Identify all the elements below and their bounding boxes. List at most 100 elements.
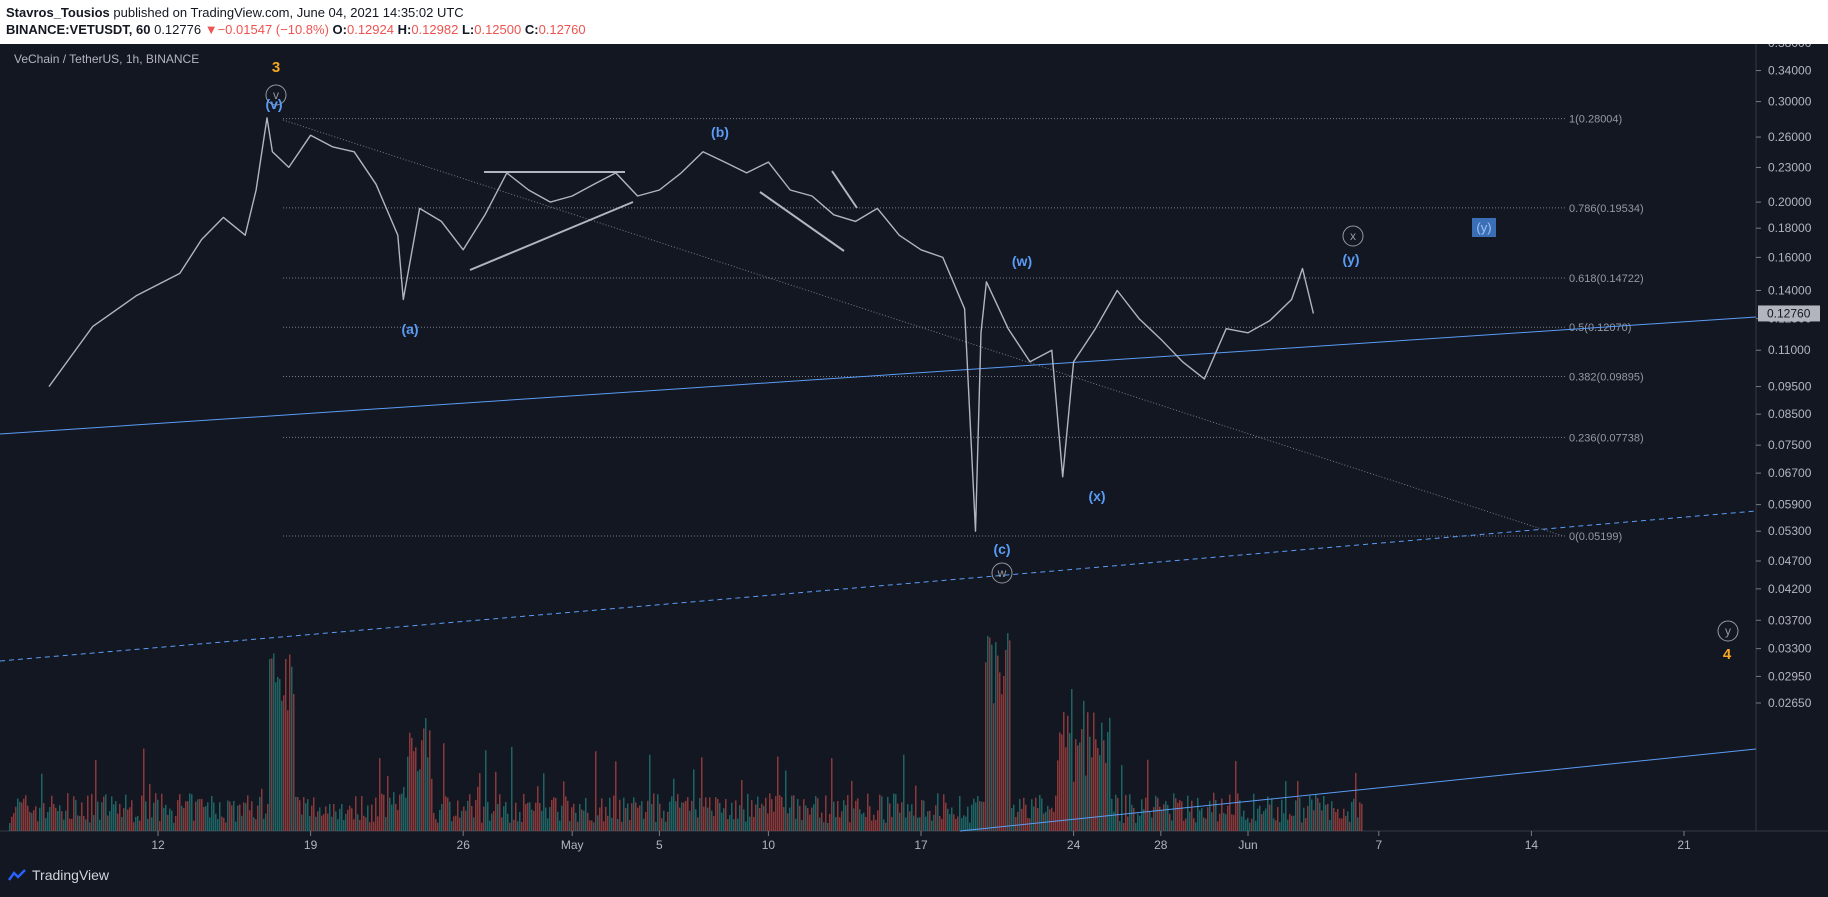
volume-bar (1185, 818, 1187, 831)
x-tick-label: 21 (1677, 838, 1691, 852)
volume-bar (221, 816, 223, 831)
volume-bar (1243, 810, 1245, 831)
fib-retracement: 1(0.28004) 0.786(0.19534) 0.618(0.14722) 0.… (283, 114, 1644, 543)
volume-bar (811, 807, 813, 831)
volume-bar (1327, 803, 1329, 831)
volume-bar (1313, 810, 1315, 831)
price-chart[interactable]: VeChain / TetherUS, 1h, BINANCE 1(0.2800… (0, 44, 1828, 855)
publish-header: Stavros_Tousios published on TradingView… (0, 0, 1828, 44)
volume-bar (467, 800, 469, 831)
wave-label-box-text: (y) (1476, 220, 1491, 235)
volume-bar (175, 815, 177, 831)
volume-bar (473, 817, 475, 831)
volume-bar (697, 817, 699, 831)
volume-bar (421, 740, 423, 831)
volume-bar (1247, 817, 1249, 831)
volume-bar (1281, 799, 1283, 831)
volume-bar (385, 817, 387, 831)
volume-bar (251, 801, 253, 831)
volume-bar (465, 810, 467, 831)
volume-bar (967, 806, 969, 831)
volume-bar (257, 805, 259, 831)
volume-bar (119, 804, 121, 831)
volume-bar (725, 799, 727, 831)
publish-line: Stavros_Tousios published on TradingView… (6, 5, 464, 20)
y-tick-label: 0.38000 (1768, 44, 1812, 50)
volume-bar (693, 769, 695, 831)
volume-bar (525, 804, 527, 831)
volume-bar (1317, 798, 1319, 831)
volume-bar (1249, 822, 1251, 831)
footer: TradingView (0, 855, 1828, 897)
volume-bar (459, 817, 461, 831)
volume-bar (333, 803, 335, 831)
volume-bar (1309, 795, 1311, 831)
time-axis[interactable]: 12 19 26 May 5 10 17 24 28 Jun 7 14 21 (151, 831, 1691, 852)
volume-bar (1115, 794, 1117, 831)
volume-bar (749, 816, 751, 831)
volume-trend-line (959, 748, 1757, 832)
volume-bar (847, 795, 849, 831)
volume-bar (1135, 822, 1137, 831)
volume-bar (631, 803, 633, 831)
price-axis[interactable]: 0.38000 0.34000 0.30000 0.26000 0.23000 0.200… (1756, 44, 1820, 710)
volume-bar (609, 797, 611, 831)
volume-bar (813, 804, 815, 831)
volume-bar (529, 802, 531, 831)
volume-bar (423, 728, 425, 831)
volume-bar (471, 805, 473, 831)
volume-bar (779, 795, 781, 831)
volume-bar (1295, 800, 1297, 831)
volume-bar (935, 805, 937, 831)
volume-bar (885, 822, 887, 831)
volume-bar (541, 810, 543, 831)
volume-bar (853, 808, 855, 831)
volume-bar (413, 751, 415, 831)
volume-bar (309, 816, 311, 831)
volume-bar (649, 754, 651, 831)
symbol-line: BINANCE:VETUSDT, 60 0.12776 ▼−0.01547 (−… (6, 22, 586, 37)
volume-bar (723, 808, 725, 831)
volume-bar (1051, 807, 1053, 831)
volume-bar (867, 793, 869, 831)
volume-bar (1109, 717, 1111, 831)
volume-bar (373, 821, 375, 831)
wave-label-blue: (c) (993, 541, 1010, 557)
author-name[interactable]: Stavros_Tousios (6, 5, 110, 20)
volume-bar (547, 818, 549, 831)
volume-bar (1273, 818, 1275, 831)
volume-bar (685, 800, 687, 831)
volume-bar (1245, 819, 1247, 831)
volume-bar (239, 804, 241, 831)
volume-bar (75, 800, 77, 831)
volume-bar (313, 797, 315, 831)
volume-bar (1283, 813, 1285, 831)
x-tick-label: 24 (1067, 838, 1081, 852)
volume-bar (1241, 816, 1243, 831)
volume-bar (97, 801, 99, 831)
volume-bar (839, 817, 841, 831)
volume-bar (801, 820, 803, 831)
volume-bar (1339, 818, 1341, 831)
wave-label-circle: v (273, 88, 279, 102)
volume-bar (1233, 814, 1235, 831)
volume-bar (1329, 819, 1331, 831)
volume-bar (823, 822, 825, 831)
volume-bar (93, 815, 95, 831)
x-tick-label: 10 (762, 838, 776, 852)
volume-bar (1009, 640, 1011, 831)
volume-bar (1267, 796, 1269, 831)
volume-bar (1355, 772, 1357, 831)
volume-bar (1099, 755, 1101, 831)
volume-bar (883, 819, 885, 831)
volume-bar (139, 820, 141, 831)
volume-bar (375, 797, 377, 831)
volume-bar (457, 800, 459, 831)
tradingview-logo[interactable]: TradingView (8, 867, 109, 883)
brand-name: TradingView (32, 867, 110, 883)
volume-bar (1211, 812, 1213, 831)
volume-bar (641, 801, 643, 831)
volume-bar (355, 796, 357, 831)
volume-bar (497, 803, 499, 831)
volume-bar (427, 757, 429, 831)
